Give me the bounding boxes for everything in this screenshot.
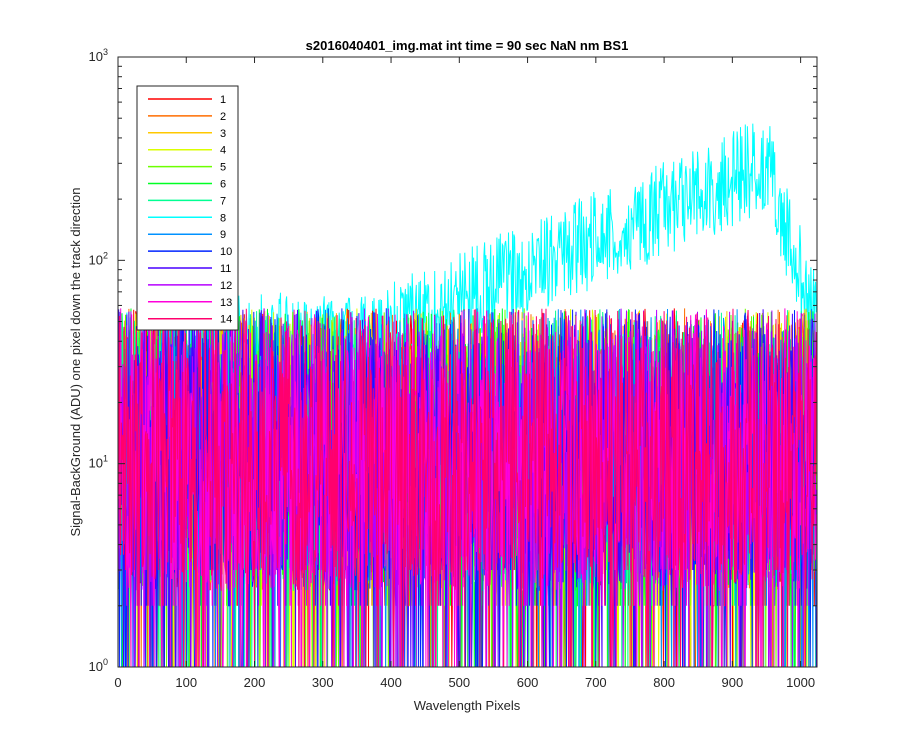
- legend-label-14: 14: [220, 314, 232, 326]
- x-tick-label: 700: [585, 675, 607, 690]
- y-tick-label: 101: [89, 454, 108, 471]
- x-tick-label: 900: [722, 675, 744, 690]
- x-tick-label: 200: [244, 675, 266, 690]
- x-tick-label: 800: [653, 675, 675, 690]
- x-tick-label: 400: [380, 675, 402, 690]
- y-tick-label: 103: [89, 47, 108, 64]
- y-tick-base: 10: [89, 659, 103, 674]
- x-tick-label: 1000: [786, 675, 815, 690]
- x-tick-label: 300: [312, 675, 334, 690]
- y-tick-exp: 2: [103, 250, 108, 260]
- series-line-14: [118, 308, 817, 667]
- legend-label-1: 1: [220, 94, 226, 106]
- legend-box: [136, 85, 239, 331]
- y-tick-exp: 1: [103, 454, 108, 464]
- x-tick-label: 0: [114, 675, 121, 690]
- y-tick-label: 100: [89, 657, 108, 674]
- series-layer: [118, 123, 817, 667]
- legend-label-13: 13: [220, 297, 232, 309]
- x-tick-label: 500: [448, 675, 470, 690]
- legend-label-7: 7: [220, 195, 226, 207]
- legend-label-2: 2: [220, 111, 226, 123]
- x-axis: 0 100 200 300 400 500 600 700 800 900 1000: [114, 57, 815, 690]
- plot-frame: [117, 56, 818, 668]
- legend-label-10: 10: [220, 246, 232, 258]
- legend-label-3: 3: [220, 128, 226, 140]
- legend-label-8: 8: [220, 212, 226, 224]
- y-tick-base: 10: [89, 456, 103, 471]
- legend-label-12: 12: [220, 280, 232, 292]
- legend-label-9: 9: [220, 229, 226, 241]
- chart-title: s2016040401_img.mat int time = 90 sec Na…: [306, 38, 629, 53]
- x-tick-label: 600: [517, 675, 539, 690]
- y-tick-exp: 3: [103, 47, 108, 57]
- legend-label-4: 4: [220, 145, 226, 157]
- x-axis-label: Wavelength Pixels: [414, 698, 521, 713]
- y-axis-label: Signal-BackGround (ADU) one pixel down t…: [68, 187, 83, 536]
- y-tick-base: 10: [89, 49, 103, 64]
- legend-label-11: 11: [220, 263, 231, 275]
- legend-label-5: 5: [220, 162, 226, 174]
- legend-label-6: 6: [220, 179, 226, 191]
- y-tick-label: 102: [89, 250, 108, 267]
- y-tick-exp: 0: [103, 657, 108, 667]
- x-tick-label: 100: [175, 675, 197, 690]
- y-tick-base: 10: [89, 252, 103, 267]
